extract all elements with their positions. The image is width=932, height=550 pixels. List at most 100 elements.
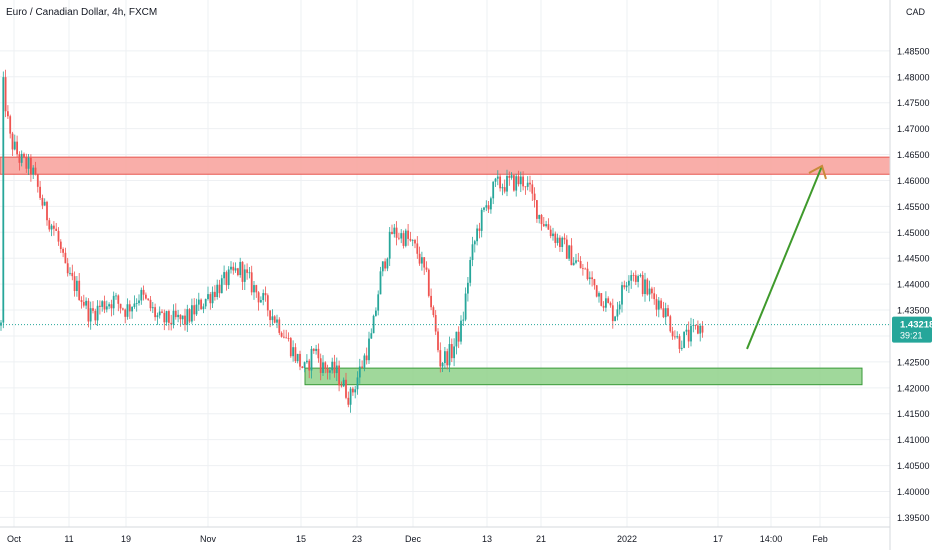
candles-layer (0, 69, 704, 413)
candle-body (30, 157, 32, 175)
candle-body (218, 284, 221, 294)
candle-body (39, 186, 41, 198)
price-badge-countdown: 39:21 (900, 331, 923, 341)
candle-body (329, 370, 331, 373)
candle-body (437, 331, 439, 351)
candle-body (142, 289, 145, 295)
candle-body (16, 141, 18, 155)
candle-body (140, 289, 143, 301)
candle-body (234, 268, 237, 271)
candle-body (701, 325, 704, 333)
candle-body (625, 285, 628, 288)
candle-body (94, 310, 97, 321)
candle-body (145, 294, 147, 299)
candle-body (667, 308, 669, 317)
candle-body (370, 333, 373, 339)
candle-body (575, 260, 577, 263)
candle-body (425, 267, 428, 270)
time-axis[interactable]: Oct 11 19 Nov 15 23 Dec 13 21 2022 17 14:00 Feb (7, 534, 828, 544)
candle-body (450, 344, 453, 359)
y-tick-label: 1.44000 (897, 280, 930, 290)
x-tick-label: 21 (536, 534, 546, 544)
candle-body (662, 308, 665, 318)
candle-body (683, 331, 685, 348)
candle-body (467, 282, 469, 294)
candle-body (126, 304, 129, 317)
candle-body (513, 175, 515, 191)
price-axis[interactable]: 1.48500 1.48000 1.47500 1.47000 1.46500 1.460… (897, 46, 930, 523)
candle-body (377, 294, 380, 311)
candle-body (490, 198, 492, 210)
candle-body (588, 277, 591, 280)
x-tick-label: Dec (405, 534, 422, 544)
candle-body (471, 244, 474, 261)
candle-body (446, 351, 449, 366)
candle-body (165, 311, 168, 323)
candle-body (499, 176, 501, 189)
candle-body (584, 268, 587, 270)
candle-body (112, 295, 115, 309)
candle-body (427, 269, 430, 296)
candle-body (655, 299, 658, 310)
candle-body (89, 308, 92, 322)
candle-body (464, 293, 467, 320)
candle-body (269, 310, 271, 321)
candle-body (184, 315, 186, 325)
candle-body (105, 306, 108, 310)
y-tick-label: 1.40000 (897, 487, 930, 497)
candle-body (57, 230, 60, 242)
candle-body (699, 325, 702, 334)
candle-body (197, 299, 200, 305)
candle-body (517, 176, 520, 185)
candle-body (283, 336, 285, 338)
candle-body (356, 377, 359, 390)
candle-body (85, 300, 87, 306)
y-tick-label: 1.45500 (897, 202, 930, 212)
candle-body (227, 269, 230, 286)
candle-body (280, 332, 283, 337)
candle-body (402, 233, 405, 246)
candle-body (565, 239, 568, 259)
candle-body (384, 261, 386, 269)
candle-body (487, 205, 490, 210)
candle-body (381, 261, 384, 272)
candle-body (697, 325, 699, 334)
candle-body (204, 299, 207, 307)
candle-body (469, 260, 472, 283)
x-tick-label: Oct (7, 534, 22, 544)
candle-body (324, 362, 327, 369)
candle-body (692, 325, 695, 326)
candle-body (407, 230, 409, 239)
candle-body (303, 362, 306, 368)
annotations-layer (746, 164, 827, 350)
candle-body (262, 293, 265, 301)
candle-body (230, 266, 232, 270)
candle-body (559, 237, 561, 248)
candle-body (526, 182, 529, 187)
candle-body (124, 309, 127, 317)
candle-body (255, 285, 258, 293)
candle-body (71, 272, 74, 277)
x-tick-label: Nov (200, 534, 217, 544)
candle-body (46, 201, 48, 221)
candle-body (9, 116, 12, 134)
candle-body (519, 176, 522, 185)
candle-body (386, 258, 389, 269)
candle-body (453, 346, 455, 359)
candle-body (579, 261, 582, 269)
candle-body (239, 261, 242, 276)
candle-body (621, 285, 623, 305)
candle-body (18, 154, 21, 163)
candle-body (115, 295, 117, 297)
candle-body (476, 228, 478, 242)
candle-body (648, 288, 651, 295)
candle-body (177, 314, 179, 318)
candle-body (361, 366, 363, 368)
candle-body (473, 241, 476, 245)
candle-body (439, 350, 442, 367)
candle-body (545, 224, 547, 227)
candle-body (223, 272, 225, 279)
candle-body (59, 241, 62, 249)
candle-body (207, 294, 209, 300)
